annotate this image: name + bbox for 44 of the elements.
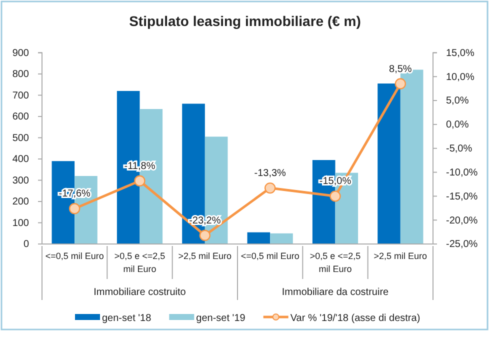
bar bbox=[378, 84, 400, 244]
y-tick-label: 400 bbox=[12, 154, 30, 166]
y-tick-label: 600 bbox=[12, 112, 30, 123]
legend-label: gen-set '18 bbox=[102, 313, 152, 324]
x-tick-label: <=0,5 mil Euro bbox=[45, 251, 104, 261]
y2-tick-label: -20,0% bbox=[446, 215, 478, 226]
y2-tick-label: -10,0% bbox=[446, 167, 478, 178]
chart-title: Stipulato leasing immobiliare (€ m) bbox=[129, 13, 361, 29]
x-tick-label: <=0,5 mil Euro bbox=[240, 251, 300, 261]
y2-tick-label: 15,0% bbox=[446, 48, 474, 59]
data-label: -13,3% bbox=[254, 168, 286, 180]
y2-tick-label: -15,0% bbox=[446, 191, 478, 202]
text: Immobiliare costruito bbox=[94, 287, 186, 298]
legend-label: Var % '19/'18 (asse di destra) bbox=[290, 313, 420, 324]
y2-tick-label: -25,0% bbox=[446, 239, 478, 250]
y-tick-label: 900 bbox=[12, 48, 30, 59]
data-label: -15,0% bbox=[319, 176, 352, 188]
y2-tick-label: 0,0% bbox=[446, 120, 469, 131]
legend-label: gen-set '19 bbox=[196, 313, 246, 324]
bar bbox=[270, 233, 293, 244]
point bbox=[394, 78, 406, 90]
x-tick-label: >2,5 mil Euro bbox=[178, 251, 232, 261]
point bbox=[68, 203, 80, 214]
point bbox=[330, 190, 341, 202]
y2-tick-label: -5,0% bbox=[446, 144, 472, 155]
bar bbox=[247, 232, 270, 244]
data-label: -17,6% bbox=[58, 188, 91, 200]
y-tick-label: 200 bbox=[12, 196, 30, 208]
y-tick-label: 100 bbox=[12, 218, 30, 229]
x-tick-label: >0,5 e <=2,5 mil Euro bbox=[310, 251, 361, 274]
point bbox=[134, 175, 146, 186]
y2-tick-label: 5,0% bbox=[446, 96, 469, 107]
y-tick-label: 800 bbox=[12, 69, 30, 80]
y-tick-label: 700 bbox=[12, 90, 30, 102]
text: Immobiliare da costruire bbox=[282, 287, 390, 298]
point bbox=[199, 230, 211, 241]
y-tick-label: 0 bbox=[23, 239, 30, 250]
data-label: 8,5% bbox=[389, 64, 412, 75]
y-tick-label: 500 bbox=[12, 132, 30, 144]
x-tick-label: >0,5 e <=2,5 mil Euro bbox=[114, 251, 166, 274]
y2-tick-label: 10,0% bbox=[446, 72, 474, 83]
x-tick-label: >2,5 mil Euro bbox=[374, 251, 428, 261]
point bbox=[264, 182, 276, 194]
y-tick-label: 300 bbox=[12, 175, 30, 186]
